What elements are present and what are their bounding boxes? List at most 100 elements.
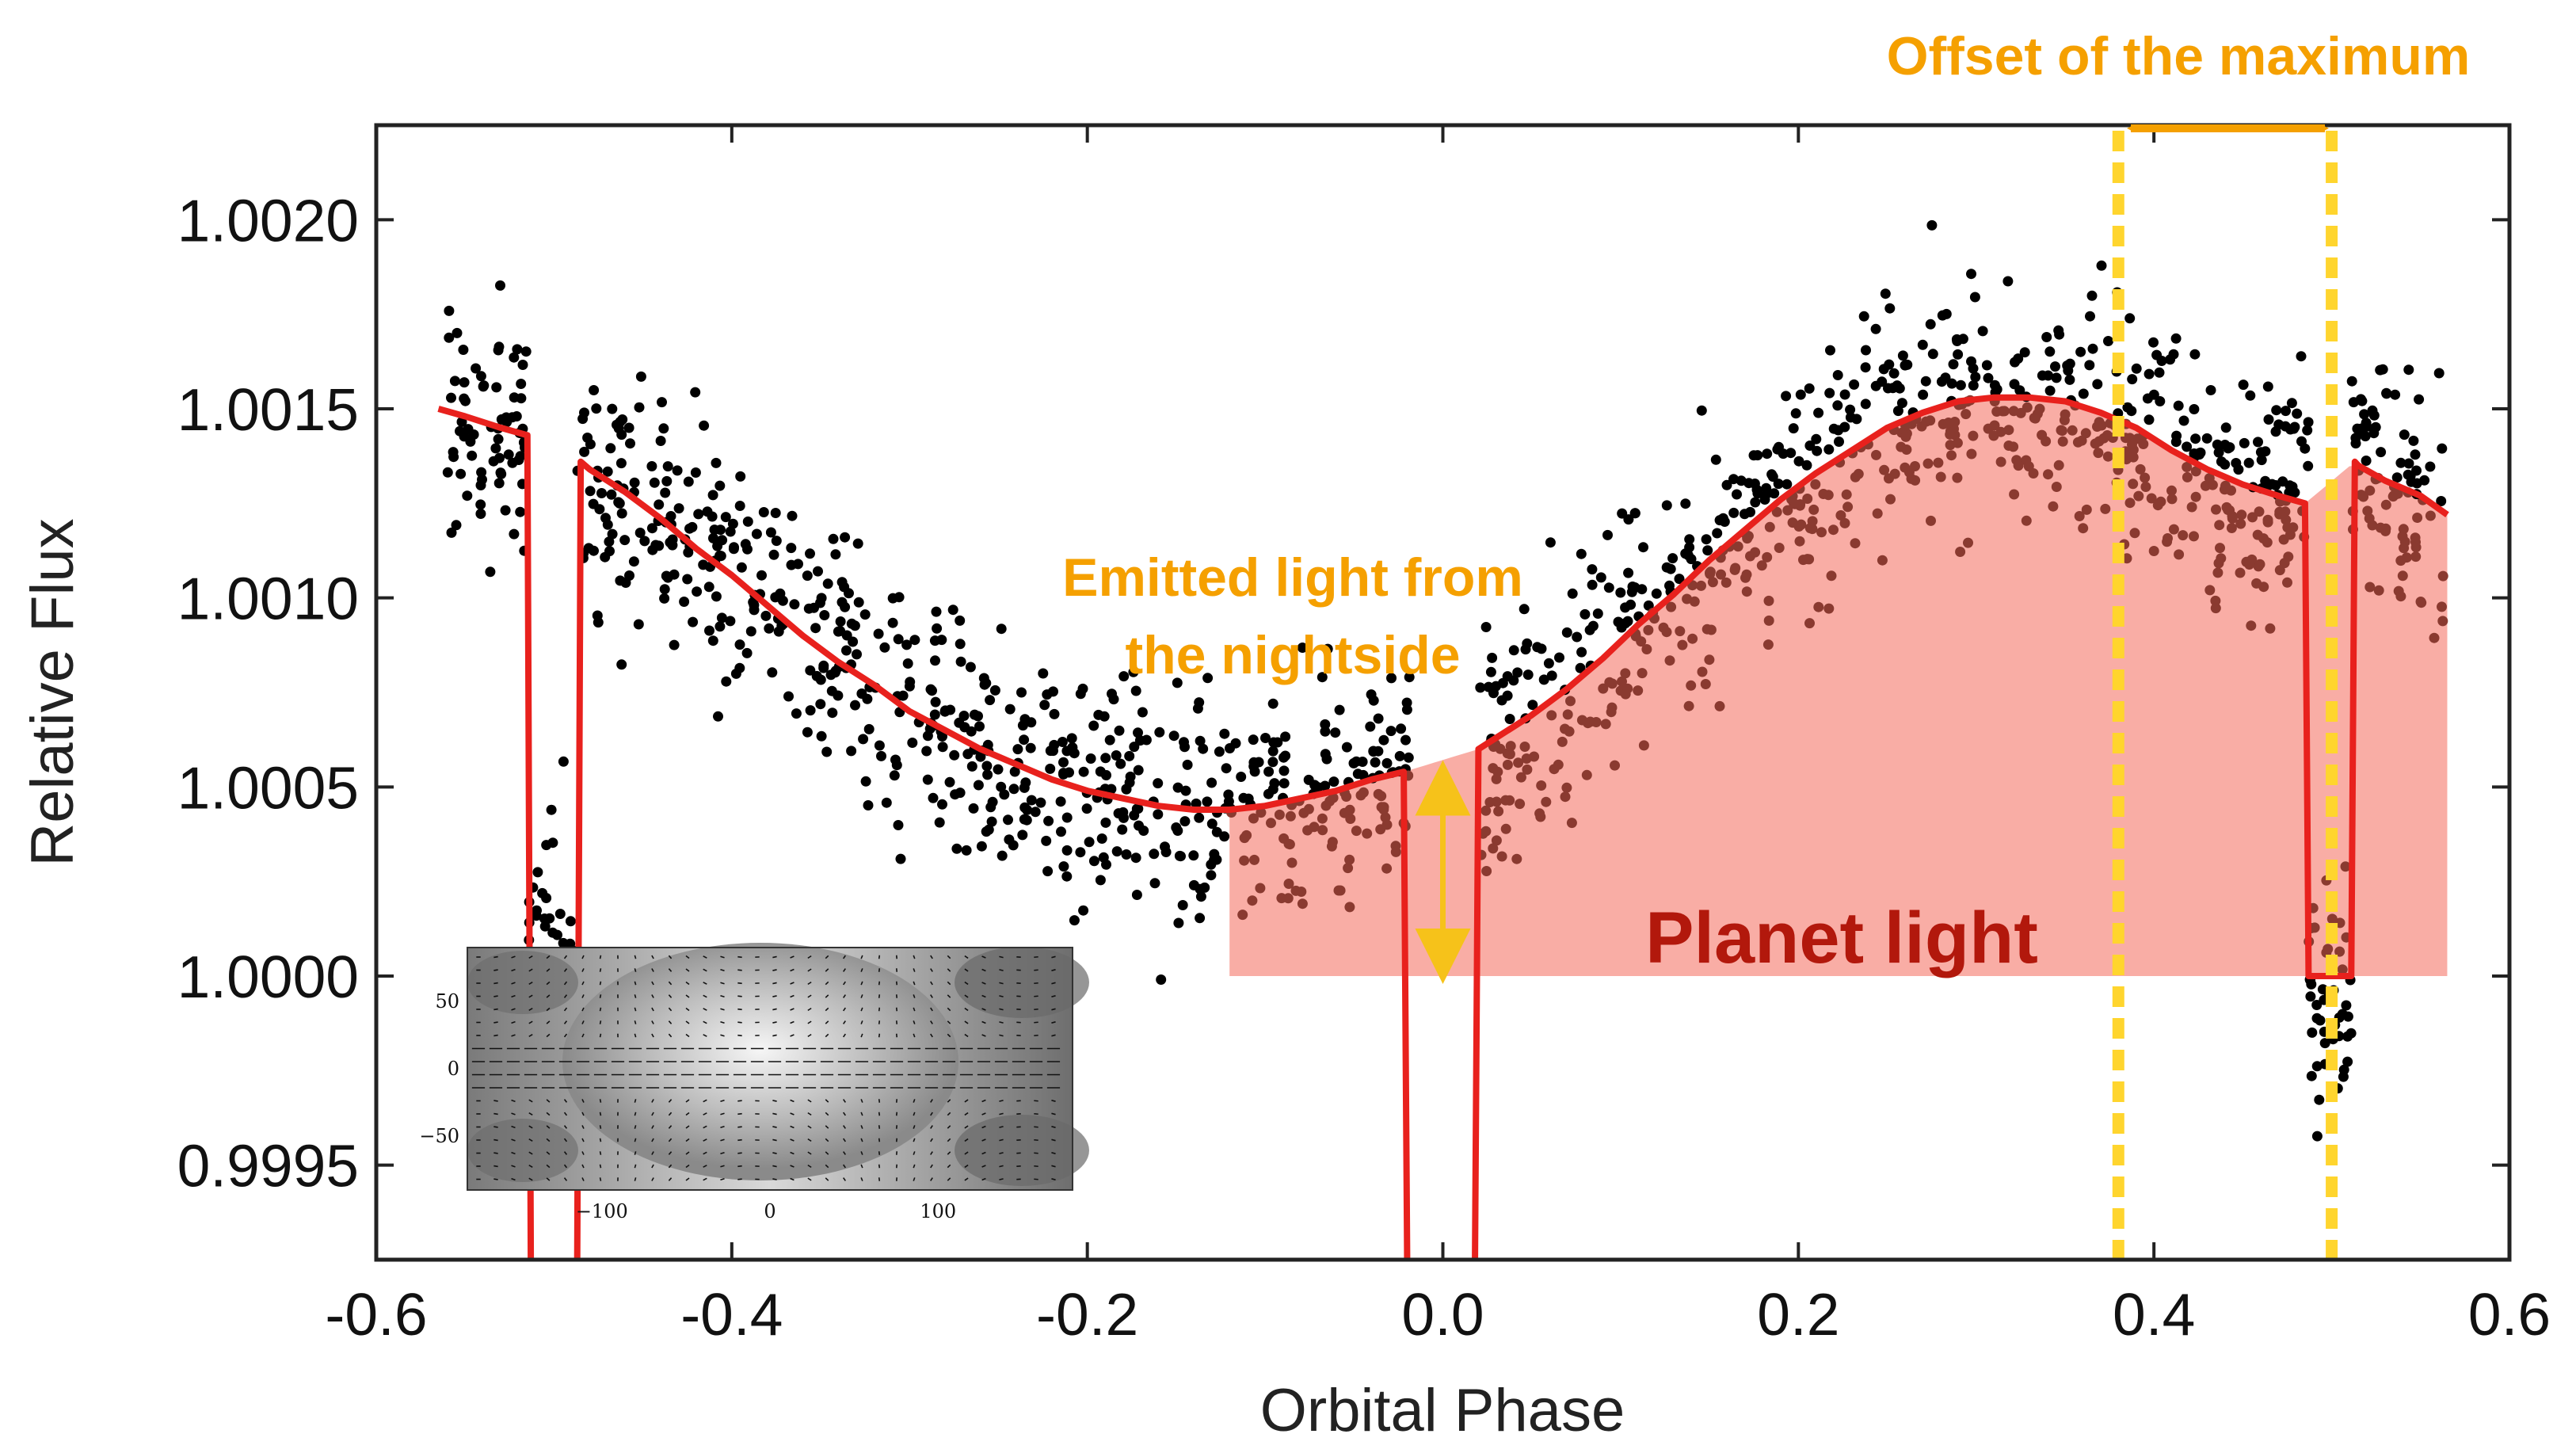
inset-wind-arrow [930, 1138, 933, 1142]
data-point [1845, 404, 1856, 415]
data-point [2210, 595, 2221, 606]
inset-wind-arrow [511, 1125, 516, 1129]
inset-wind-arrow [807, 1151, 812, 1155]
inset-wind-arrow [981, 1112, 986, 1115]
inset-wind-arrow [685, 1020, 690, 1024]
data-point [881, 797, 892, 808]
data-point [2395, 555, 2406, 566]
data-point [639, 536, 650, 547]
data-point [532, 867, 543, 878]
data-point [1019, 782, 1030, 793]
inset-wind-arrow [668, 1020, 673, 1024]
data-point [1320, 726, 1331, 737]
data-point [1901, 444, 1912, 455]
data-point [902, 658, 913, 669]
data-point [1194, 812, 1205, 823]
inset-wind-arrow [668, 1112, 673, 1116]
data-point [1970, 372, 1981, 383]
data-point [1811, 433, 1822, 444]
data-point [1504, 714, 1515, 724]
data-point [1995, 456, 2006, 467]
data-point [1828, 524, 1839, 536]
data-point [1248, 761, 1259, 772]
data-point [1600, 719, 1611, 730]
data-point [2207, 479, 2218, 490]
data-point [539, 921, 551, 932]
data-point [1839, 517, 1850, 528]
inset-wind-arrow [843, 1020, 846, 1024]
data-point [2044, 385, 2056, 396]
data-point [2080, 428, 2091, 439]
data-point [1141, 734, 1152, 746]
data-point [579, 407, 589, 418]
inset-wind-arrow [668, 1099, 673, 1103]
inset-wind-arrow [825, 955, 829, 959]
inset-wind-arrow [737, 1178, 742, 1180]
data-point [491, 382, 502, 393]
nightside-annotation-line2: the nightside [1125, 625, 1460, 685]
data-point [606, 489, 617, 500]
data-point [1677, 639, 1688, 650]
data-point [713, 711, 723, 722]
data-point [973, 711, 983, 722]
inset-wind-arrow [546, 1007, 551, 1012]
data-point [1515, 799, 1526, 810]
inset-wind-arrow [807, 981, 812, 986]
data-point [2305, 991, 2316, 1002]
inset-wind-arrow [528, 1099, 533, 1103]
data-point [2281, 406, 2291, 417]
data-point [475, 499, 486, 510]
data-point [2212, 439, 2223, 450]
data-point [1687, 633, 1698, 644]
inset-wind-arrow [843, 1099, 846, 1103]
inset-wind-arrow [878, 994, 881, 998]
inset-wind-arrow [1034, 955, 1038, 959]
data-point [1488, 688, 1499, 699]
inset-wind-arrow [860, 1151, 863, 1155]
data-point [2143, 414, 2155, 425]
inset-wind-arrow [930, 1125, 933, 1129]
data-point [1674, 574, 1685, 585]
data-point [1487, 652, 1498, 663]
data-point [2148, 546, 2159, 556]
data-point [1480, 622, 1492, 632]
data-point [928, 792, 939, 803]
data-point [672, 465, 683, 476]
data-point [1955, 379, 1966, 391]
inset-wind-arrow [511, 968, 516, 972]
inset-wind-arrow [720, 1177, 725, 1181]
data-point [1606, 707, 1617, 718]
data-point [478, 381, 489, 392]
inset-wind-arrow [563, 981, 568, 986]
inset-wind-arrow [1051, 982, 1056, 985]
data-point [1077, 683, 1088, 694]
data-point [852, 538, 863, 549]
inset-wind-arrow [599, 1164, 602, 1169]
data-point [1088, 856, 1099, 867]
data-point [974, 721, 985, 732]
data-point [1810, 479, 1821, 490]
data-point [2078, 523, 2089, 534]
data-point [662, 461, 673, 472]
data-point [1508, 675, 1519, 686]
inset-wind-arrow [1051, 1152, 1056, 1154]
inset-wind-arrow [720, 994, 725, 998]
data-point [1317, 672, 1328, 683]
data-point [2043, 370, 2054, 381]
inset-x-tick-label: 0 [764, 1200, 775, 1222]
data-point [1935, 471, 1946, 482]
data-point [2287, 481, 2298, 492]
inset-cold-spot [955, 947, 1089, 1018]
x-tick-label: -0.6 [325, 1281, 427, 1348]
data-point [1933, 457, 1944, 468]
data-point [1283, 879, 1294, 889]
data-point [816, 593, 827, 604]
data-point [1728, 474, 1739, 485]
data-point [791, 708, 802, 719]
data-point [1064, 767, 1074, 778]
data-point [1682, 593, 1693, 604]
data-point [2023, 461, 2034, 472]
data-point [887, 617, 898, 628]
data-point [2048, 501, 2059, 512]
inset-wind-arrow [878, 1112, 881, 1116]
